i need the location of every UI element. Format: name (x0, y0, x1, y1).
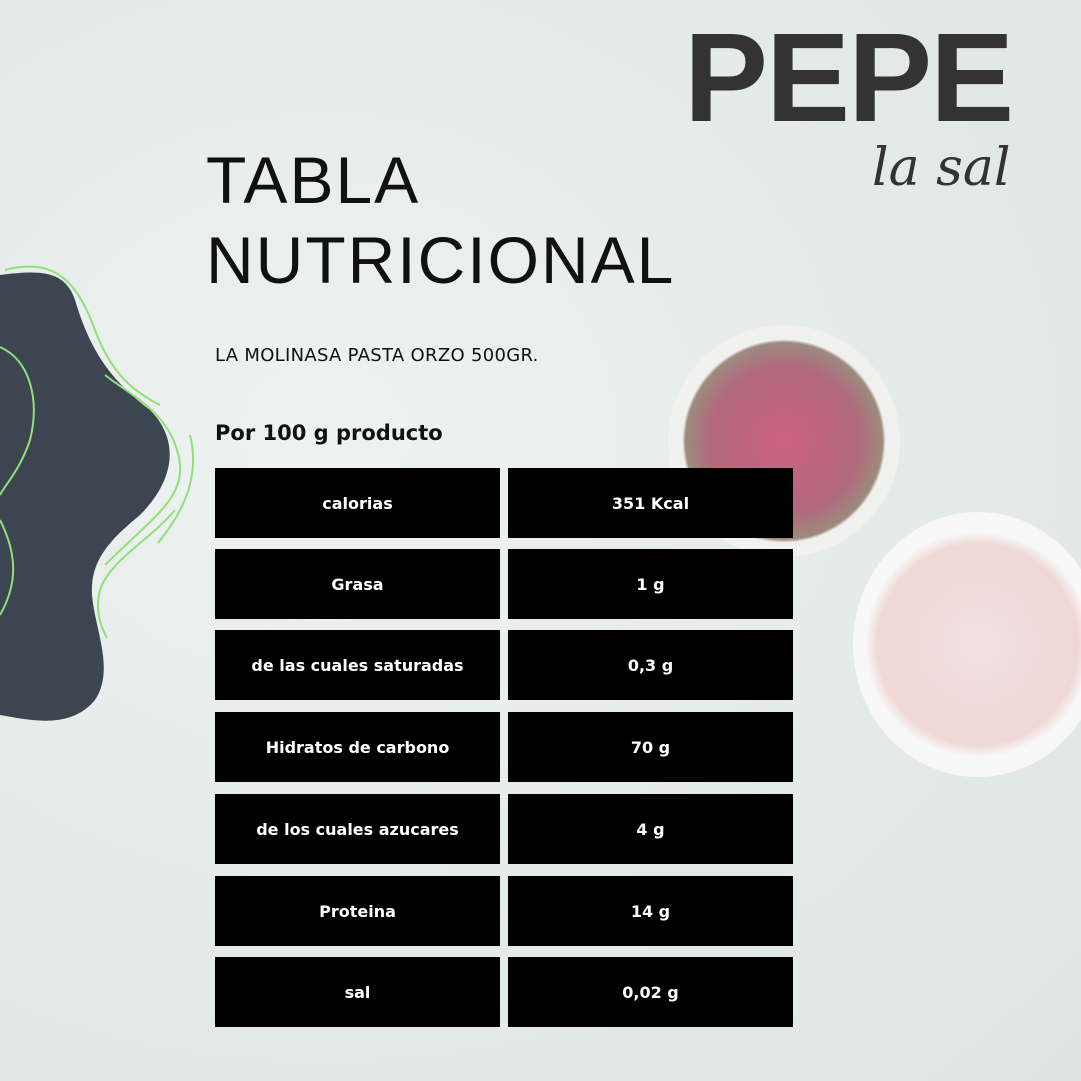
title-line-1: TABLA (206, 143, 421, 217)
nutrient-label: sal (215, 957, 500, 1027)
decorative-blob (0, 265, 195, 721)
serving-label: Por 100 g producto (215, 421, 443, 445)
title-line-2: NUTRICIONAL (206, 223, 676, 297)
nutrient-label: de las cuales saturadas (215, 630, 500, 700)
salt-bowl-image (853, 512, 1081, 777)
brand-name: PEPE (684, 7, 1014, 148)
product-name: LA MOLINASA PASTA ORZO 500GR. (215, 345, 539, 366)
nutrient-label: Hidratos de carbono (215, 712, 500, 782)
nutrient-label: Grasa (215, 549, 500, 619)
page-title: TABLA NUTRICIONAL (206, 140, 675, 300)
nutrient-label: calorias (215, 468, 500, 538)
nutrient-value: 70 g (508, 712, 793, 782)
nutrient-label: de los cuales azucares (215, 794, 500, 864)
nutrient-value: 4 g (508, 794, 793, 864)
brand-tagline: la sal (872, 138, 1011, 198)
nutrient-value: 0,3 g (508, 630, 793, 700)
nutrient-value: 0,02 g (508, 957, 793, 1027)
nutrient-value: 1 g (508, 549, 793, 619)
nutrient-value: 14 g (508, 876, 793, 946)
nutrient-value: 351 Kcal (508, 468, 793, 538)
nutrient-label: Proteina (215, 876, 500, 946)
